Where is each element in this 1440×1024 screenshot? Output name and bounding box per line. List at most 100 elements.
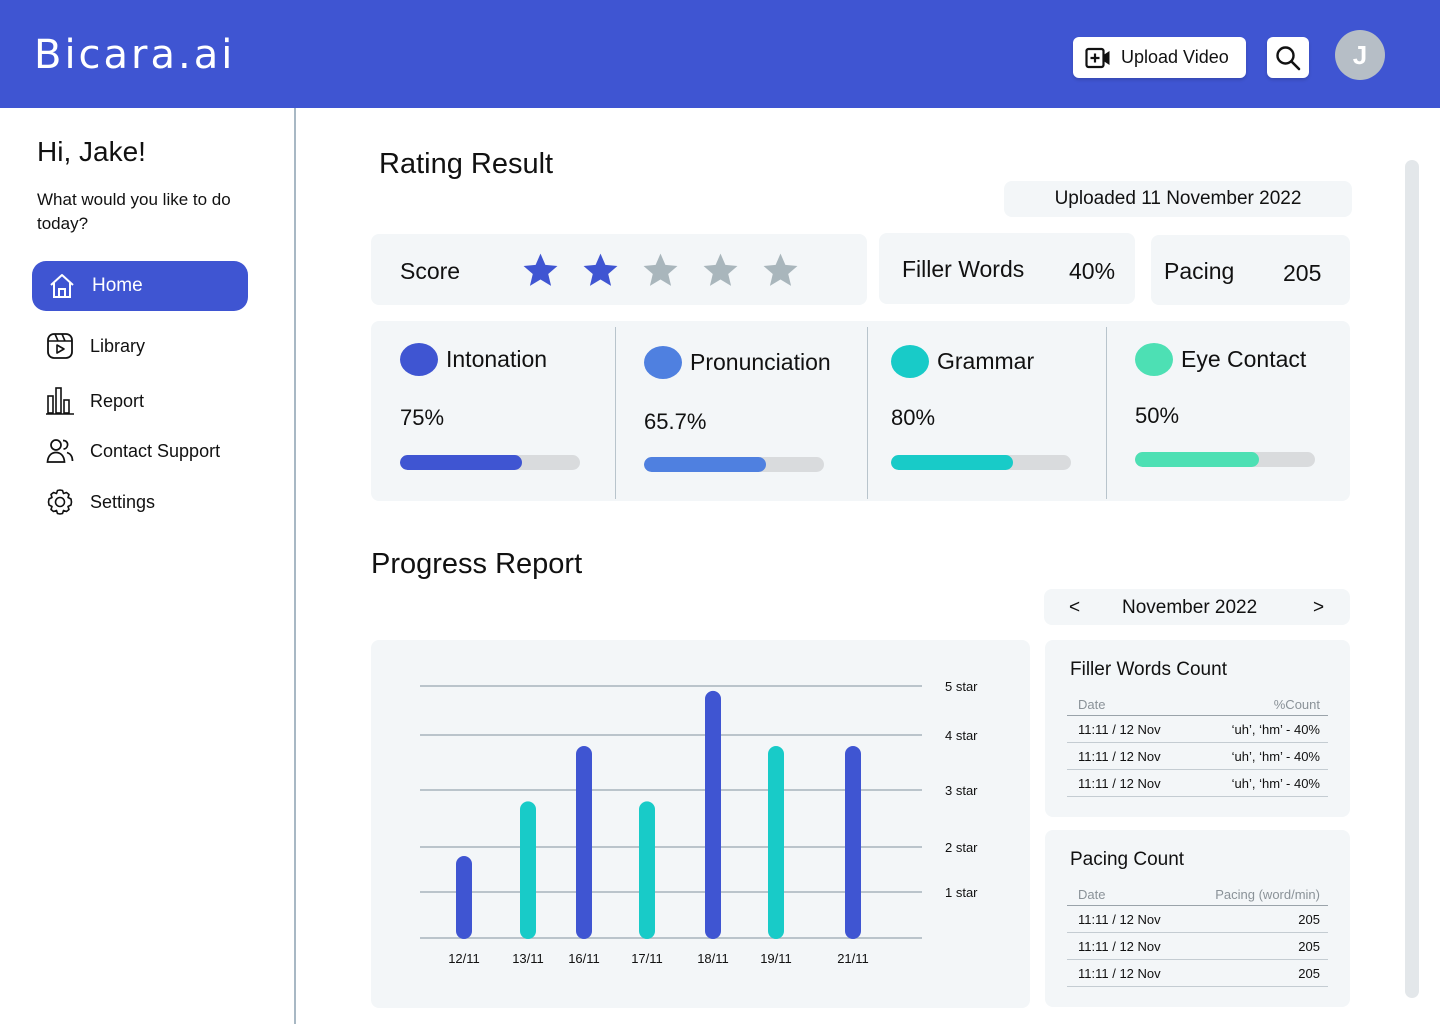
sidebar-item-contact-support[interactable]: Contact Support: [46, 437, 220, 465]
metric-value: 50%: [1135, 403, 1180, 428]
star-filled-icon: [523, 253, 558, 286]
metric-value: 75%: [400, 405, 445, 430]
pacing-count-card: Pacing Count Date Pacing (word/min) 11:1…: [1045, 830, 1350, 1007]
row-value: 205: [1298, 965, 1320, 981]
column-header-date: Date: [1078, 697, 1106, 712]
metric-label: Intonation: [446, 346, 548, 372]
table-row: 11:11 / 12 Nov ‘uh’, ‘hm’ - 40%: [1067, 716, 1328, 743]
pacing-value: 205: [1283, 260, 1322, 286]
y-tick-label: 5 star: [945, 679, 978, 694]
filler-words-table: Date %Count 11:11 / 12 Nov ‘uh’, ‘hm’ - …: [1067, 694, 1328, 797]
column-header-pacing: Pacing (word/min): [1215, 887, 1320, 902]
metric-intonation: Intonation 75%: [371, 321, 615, 501]
video-library-icon: [47, 333, 73, 359]
filler-words-label: Filler Words: [902, 256, 1025, 282]
metric-label: Eye Contact: [1181, 346, 1307, 372]
filler-words-value: 40%: [1069, 258, 1116, 284]
metric-progress-bar: [891, 455, 1071, 470]
x-tick-label: 17/11: [631, 951, 663, 966]
metric-progress-fill: [1135, 452, 1260, 467]
sidebar-item-label: Library: [90, 335, 146, 356]
metric-grammar: Grammar 80%: [868, 321, 1106, 501]
progress-report-title: Progress Report: [371, 548, 583, 580]
pacing-count-title: Pacing Count: [1070, 849, 1185, 870]
user-avatar[interactable]: J: [1335, 30, 1385, 80]
filler-words-count-title: Filler Words Count: [1070, 659, 1227, 680]
metric-progress-bar: [1135, 452, 1315, 467]
month-selector: < November 2022 >: [1044, 589, 1350, 625]
star-empty-icon: [763, 253, 798, 286]
top-header: Bicara.ai Upload Video J: [0, 0, 1440, 108]
video-plus-icon: [1085, 47, 1110, 68]
search-icon: [1276, 45, 1301, 70]
progress-bar-chart: 1 star 2 star 3 star 4 star 5 star 12/11 13/11…: [420, 679, 978, 966]
table-row: 11:11 / 12 Nov 205: [1067, 906, 1328, 933]
sidebar-item-home[interactable]: Home: [32, 261, 248, 311]
column-header-date: Date: [1078, 887, 1106, 902]
y-tick-label: 1 star: [945, 885, 978, 900]
score-label: Score: [400, 258, 461, 284]
intonation-color-dot: [400, 343, 438, 376]
x-tick-label: 16/11: [568, 951, 600, 966]
metric-label: Pronunciation: [690, 349, 831, 375]
filler-words-card: Filler Words 40%: [879, 233, 1135, 304]
row-date: 11:11 / 12 Nov: [1078, 721, 1161, 737]
sidebar-item-settings[interactable]: Settings: [46, 488, 155, 516]
greeting: Hi, Jake!: [37, 136, 146, 167]
app-logo[interactable]: Bicara.ai: [34, 32, 236, 78]
upload-video-button[interactable]: Upload Video: [1073, 37, 1246, 78]
sidebar-item-report[interactable]: Report: [46, 386, 144, 416]
sidebar-item-library[interactable]: Library: [46, 332, 145, 360]
row-date: 11:11 / 12 Nov: [1078, 965, 1161, 981]
metric-pronunciation: Pronunciation 65.7%: [616, 321, 867, 501]
sidebar-item-label: Report: [90, 390, 145, 411]
chart-bar: [639, 801, 655, 939]
pacing-label: Pacing: [1164, 258, 1235, 284]
chart-bar: [456, 856, 472, 939]
pronunciation-color-dot: [644, 346, 682, 379]
metric-progress-fill: [644, 457, 766, 472]
metric-eye-contact: Eye Contact 50%: [1107, 321, 1350, 501]
row-value: ‘uh’, ‘hm’ - 40%: [1231, 748, 1320, 764]
pacing-card: Pacing 205: [1151, 235, 1350, 305]
x-tick-label: 21/11: [837, 951, 869, 966]
chart-bar: [705, 690, 721, 939]
metric-value: 65.7%: [644, 409, 707, 434]
row-value: 205: [1298, 911, 1320, 927]
row-date: 11:11 / 12 Nov: [1078, 748, 1161, 764]
metric-progress-bar: [644, 457, 824, 472]
search-button[interactable]: [1267, 37, 1309, 78]
metric-label: Grammar: [937, 348, 1035, 374]
gear-icon: [47, 489, 73, 515]
next-month-button[interactable]: >: [1313, 597, 1325, 618]
skill-metrics-card: Intonation 75% Pronunciation 65.7% Gramm…: [371, 321, 1350, 501]
upload-video-label: Upload Video: [1121, 47, 1229, 67]
chart-bar: [845, 746, 861, 939]
score-card: Score: [371, 234, 867, 305]
table-row: 11:11 / 12 Nov ‘uh’, ‘hm’ - 40%: [1067, 743, 1328, 770]
rating-result-title: Rating Result: [379, 148, 554, 180]
grammar-color-dot: [891, 345, 929, 378]
upload-date-badge: Uploaded 11 November 2022: [1004, 181, 1352, 217]
filler-words-count-card: Filler Words Count Date %Count 11:11 / 1…: [1045, 640, 1350, 817]
x-tick-label: 18/11: [697, 951, 729, 966]
y-tick-label: 2 star: [945, 840, 978, 855]
divider: [1106, 327, 1107, 499]
eye-contact-color-dot: [1135, 343, 1173, 376]
x-tick-label: 13/11: [512, 951, 544, 966]
sidebar: Hi, Jake! What would you like to do toda…: [0, 108, 296, 1024]
row-value: 205: [1298, 938, 1320, 954]
metric-progress-fill: [400, 455, 523, 470]
table-row: 11:11 / 12 Nov ‘uh’, ‘hm’ - 40%: [1067, 770, 1328, 797]
row-value: ‘uh’, ‘hm’ - 40%: [1231, 721, 1320, 737]
star-filled-icon: [583, 253, 618, 286]
prev-month-button[interactable]: <: [1069, 597, 1081, 618]
chart-bar: [576, 746, 592, 939]
row-date: 11:11 / 12 Nov: [1078, 775, 1161, 791]
progress-chart-panel: 1 star 2 star 3 star 4 star 5 star 12/11 13/11…: [371, 640, 1030, 1008]
table-row: 11:11 / 12 Nov 205: [1067, 933, 1328, 960]
scrollbar[interactable]: [1405, 160, 1419, 998]
x-tick-label: 19/11: [760, 951, 792, 966]
sidebar-item-label: Home: [92, 275, 143, 296]
x-tick-label: 12/11: [448, 951, 480, 966]
